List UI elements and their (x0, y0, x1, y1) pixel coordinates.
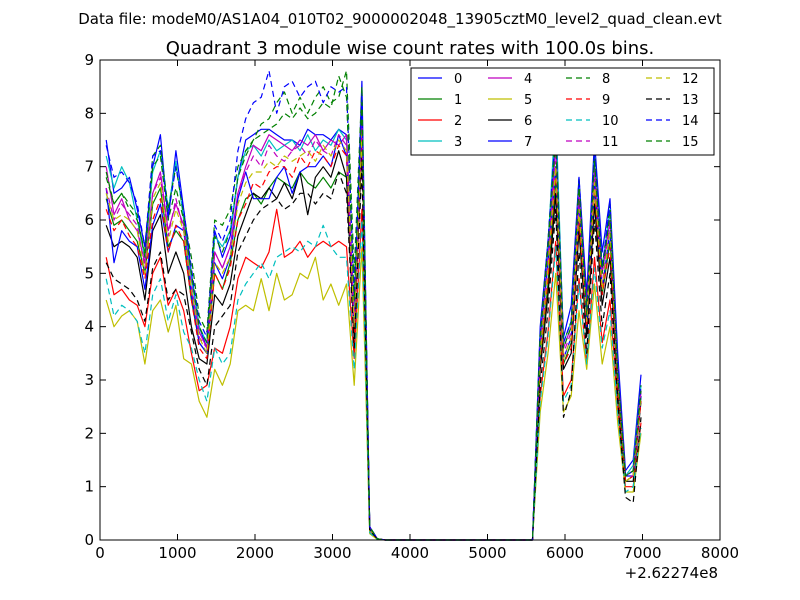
x-tick-label: 8000 (701, 544, 739, 562)
legend-frame (410, 67, 715, 156)
series-line-15 (105, 75, 642, 541)
x-offset-label: +2.62274e8 (625, 564, 718, 582)
x-tick-label: 3000 (313, 544, 351, 562)
series-line-5 (105, 246, 642, 541)
legend-label-2: 2 (454, 114, 462, 129)
y-tick-label: 5 (84, 264, 94, 282)
legend-label-8: 8 (602, 72, 610, 87)
y-tick-label: 2 (84, 424, 94, 442)
legend-label-7: 7 (524, 135, 532, 150)
x-tick-label: 7000 (623, 544, 661, 562)
chart-title: Quadrant 3 module wise count rates with … (166, 38, 655, 59)
y-tick-label: 1 (84, 478, 94, 496)
legend-label-13: 13 (682, 93, 699, 108)
axis-ticks: 0 1000 2000 3000 4000 5000 6000 7000 80000123456… (84, 51, 739, 562)
legend-label-1: 1 (454, 93, 462, 108)
y-tick-label: 0 (84, 531, 94, 549)
legend-label-11: 11 (602, 135, 619, 150)
y-tick-label: 7 (84, 158, 94, 176)
y-tick-label: 3 (84, 371, 94, 389)
legend-label-9: 9 (602, 93, 610, 108)
x-tick-label: 6000 (546, 544, 584, 562)
series-layer (105, 70, 642, 541)
x-tick-label: 5000 (468, 544, 506, 562)
x-tick-label: 1000 (158, 544, 196, 562)
y-tick-label: 8 (84, 104, 94, 122)
figure-suptitle: Data file: modeM0/AS1A04_010T02_90000020… (78, 10, 722, 29)
legend-label-10: 10 (602, 114, 619, 129)
x-tick-label: 2000 (236, 544, 274, 562)
x-tick-label: 0 (95, 544, 105, 562)
legend-label-12: 12 (682, 72, 699, 87)
plot-frame (99, 59, 721, 541)
y-tick-label: 9 (84, 51, 94, 69)
y-tick-label: 6 (84, 211, 94, 229)
legend-label-6: 6 (524, 114, 532, 129)
legend-label-4: 4 (524, 72, 532, 87)
y-tick-label: 4 (84, 318, 94, 336)
legend-label-15: 15 (682, 135, 699, 150)
x-tick-label: 4000 (391, 544, 429, 562)
legend-label-3: 3 (454, 135, 462, 150)
legend-label-0: 0 (454, 72, 462, 87)
series-line-10 (105, 219, 642, 541)
legend-label-14: 14 (682, 114, 699, 129)
series-line-13 (105, 166, 642, 541)
legend-label-5: 5 (524, 93, 532, 108)
